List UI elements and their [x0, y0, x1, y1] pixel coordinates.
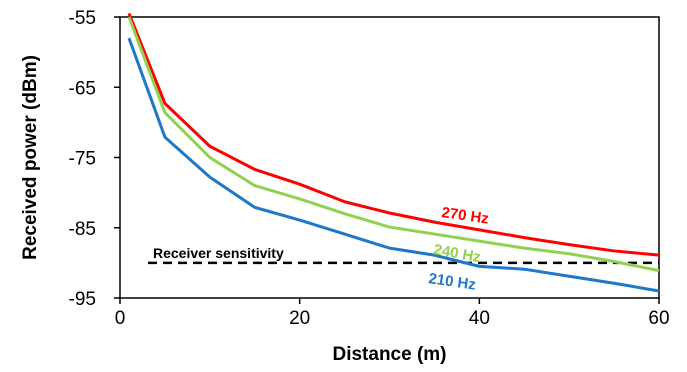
y-tick-label: -55: [69, 8, 96, 29]
series-label-270hz: 270 Hz: [440, 204, 489, 227]
y-tick-label: -95: [69, 289, 96, 310]
y-tick-label: -85: [69, 219, 96, 240]
x-axis-title: Distance (m): [332, 344, 446, 365]
series-line-270hz: [127, 12, 660, 257]
x-tick-label: 20: [289, 308, 310, 329]
x-tick-label: 0: [115, 308, 126, 329]
receiver-sensitivity-label: Receiver sensitivity: [153, 245, 284, 261]
x-tick-label: 40: [469, 308, 490, 329]
y-tick-label: -75: [69, 149, 96, 170]
y-tick-label: -65: [69, 78, 96, 99]
series-line-240hz: [127, 16, 660, 273]
series-line-210hz: [127, 37, 660, 293]
series-label-210hz: 210 Hz: [427, 270, 476, 293]
y-axis-title: Received power (dBm): [20, 55, 41, 260]
x-tick-label: 60: [648, 308, 669, 329]
